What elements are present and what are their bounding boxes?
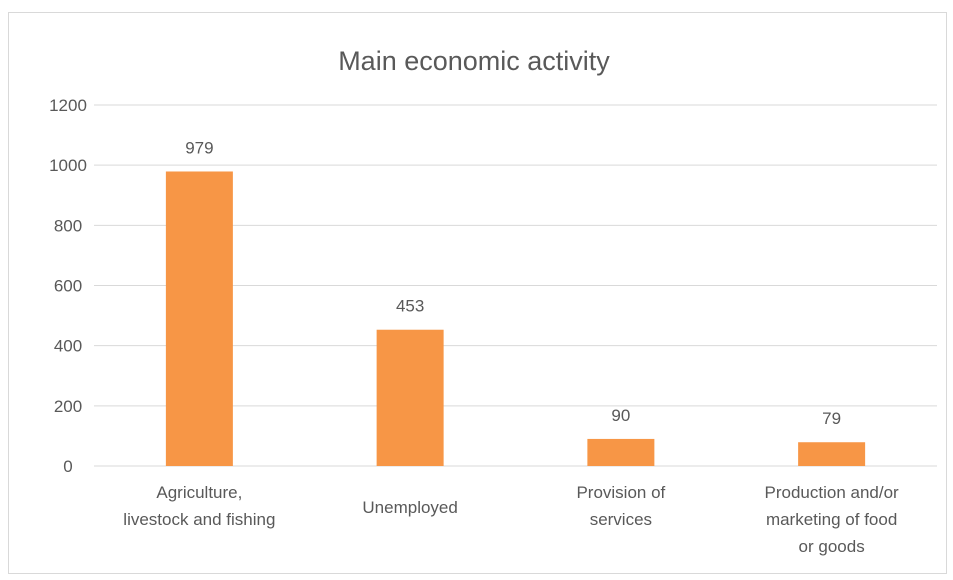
category-label: Unemployed (362, 498, 457, 517)
y-tick-label: 600 (54, 277, 82, 296)
data-labels: 979 453 90 79 (185, 138, 841, 428)
category-label-line: Unemployed (362, 498, 457, 517)
gridlines (94, 104, 937, 467)
category-label: Agriculture, livestock and fishing (123, 483, 275, 529)
category-label: Provision of services (576, 483, 665, 529)
category-label-line: Provision of (576, 483, 665, 502)
category-label-line: Production and/or (765, 483, 900, 502)
y-tick-label: 0 (63, 457, 72, 476)
category-label-line: services (590, 510, 652, 529)
x-axis-category-labels: Agriculture, livestock and fishing Unemplo… (123, 483, 899, 556)
category-label-line: marketing of food (766, 510, 897, 529)
y-tick-label: 800 (54, 216, 82, 235)
data-label: 979 (185, 138, 213, 157)
category-label: Production and/or marketing of food or goo… (765, 483, 900, 556)
y-tick-label: 400 (54, 337, 82, 356)
bars (165, 171, 866, 466)
bar (587, 438, 655, 466)
chart-frame (8, 12, 947, 574)
y-tick-label: 1000 (49, 156, 87, 175)
category-label-line: or goods (799, 537, 865, 556)
data-label: 453 (396, 297, 424, 316)
data-label: 79 (822, 409, 841, 428)
bar (376, 329, 444, 466)
bar (798, 442, 866, 466)
y-tick-label: 1200 (49, 96, 87, 115)
y-axis-tick-labels: 0 200 400 600 800 1000 1200 (49, 96, 87, 476)
data-label: 90 (611, 406, 630, 425)
category-label-line: livestock and fishing (123, 510, 275, 529)
y-tick-label: 200 (54, 397, 82, 416)
category-label-line: Agriculture, (156, 483, 242, 502)
bar (165, 171, 233, 466)
chart-title: Main economic activity (338, 46, 610, 76)
